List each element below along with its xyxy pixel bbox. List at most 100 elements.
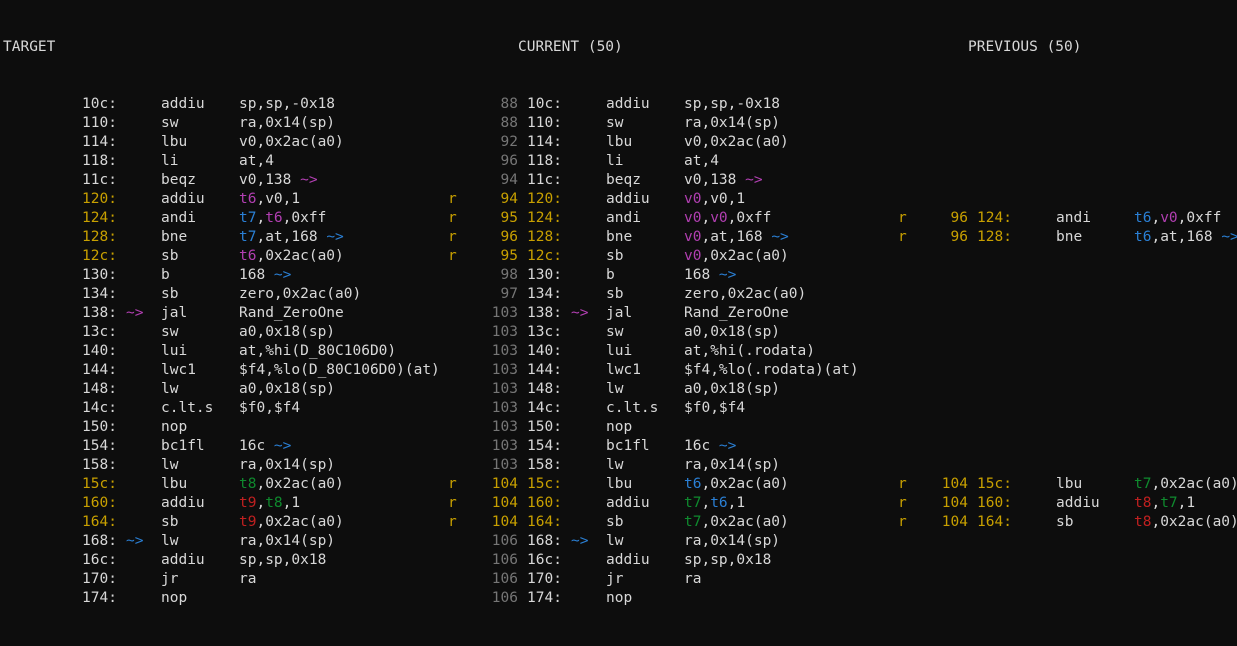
instruction-row[interactable]: 103 13c: sw a0,0x18(sp) [448, 323, 898, 342]
instruction-row-empty[interactable] [898, 285, 1237, 304]
instruction-row[interactable]: 164: sb t9,0x2ac(a0) [3, 513, 443, 532]
operand-token: ,0xff [1177, 210, 1222, 226]
row-operands: 16c ~> [684, 437, 736, 456]
instruction-row[interactable]: 106 170: jr ra [448, 570, 898, 589]
instruction-row[interactable]: r 104 160: addiu t7,t6,1 [448, 494, 898, 513]
instruction-row[interactable]: r 96 128: bne t6,at,168 ~> [898, 228, 1237, 247]
instruction-row-empty[interactable] [898, 95, 1237, 114]
instruction-row[interactable]: r 104 15c: lbu t6,0x2ac(a0) [448, 475, 898, 494]
instruction-row[interactable]: r 96 124: andi t6,v0,0xff [898, 209, 1237, 228]
instruction-row[interactable]: 120: addiu t6,v0,1 [3, 190, 443, 209]
instruction-row[interactable]: 94 11c: beqz v0,138 ~> [448, 171, 898, 190]
instruction-row[interactable]: 103 150: nop [448, 418, 898, 437]
instruction-row-empty[interactable] [898, 152, 1237, 171]
instruction-row-empty[interactable] [898, 266, 1237, 285]
instruction-row[interactable]: r 95 124: andi v0,v0,0xff [448, 209, 898, 228]
instruction-row[interactable]: 103 154: bc1fl 16c ~> [448, 437, 898, 456]
instruction-row[interactable]: 174: nop [3, 589, 443, 608]
instruction-row[interactable]: 13c: sw a0,0x18(sp) [3, 323, 443, 342]
instruction-row[interactable]: 106 174: nop [448, 589, 898, 608]
row-gap [73, 247, 82, 266]
instruction-row-empty[interactable] [898, 437, 1237, 456]
instruction-row-empty[interactable] [898, 323, 1237, 342]
row-gap [518, 190, 527, 209]
instruction-row-empty[interactable] [898, 456, 1237, 475]
instruction-row[interactable]: 144: lwc1 $f4,%lo(D_80C106D0)(at) [3, 361, 443, 380]
instruction-row[interactable]: 16c: addiu sp,sp,0x18 [3, 551, 443, 570]
instruction-row[interactable]: 170: jr ra [3, 570, 443, 589]
instruction-row[interactable]: 160: addiu t9,t8,1 [3, 494, 443, 513]
row-score: 94 [500, 191, 518, 207]
instruction-row[interactable]: r 94 120: addiu v0,v0,1 [448, 190, 898, 209]
instruction-row[interactable]: 118: li at,4 [3, 152, 443, 171]
instruction-row-empty[interactable] [898, 399, 1237, 418]
row-address: 15c: [977, 476, 1012, 492]
row-operands: v0,138 ~> [239, 171, 318, 190]
instruction-row[interactable]: 103 138: ~> jal Rand_ZeroOne [448, 304, 898, 323]
instruction-row[interactable]: 10c: addiu sp,sp,-0x18 [3, 95, 443, 114]
row-flag [3, 171, 29, 190]
row-address: 124: [977, 210, 1012, 226]
instruction-row[interactable]: 88 110: sw ra,0x14(sp) [448, 114, 898, 133]
row-address: 164: [977, 514, 1012, 530]
instruction-row[interactable]: 88 10c: addiu sp,sp,-0x18 [448, 95, 898, 114]
instruction-row-empty[interactable] [898, 361, 1237, 380]
instruction-row[interactable]: 15c: lbu t8,0x2ac(a0) [3, 475, 443, 494]
instruction-row[interactable]: 168: ~> lw ra,0x14(sp) [3, 532, 443, 551]
row-address: 12c: [527, 248, 562, 264]
instruction-row[interactable]: 110: sw ra,0x14(sp) [3, 114, 443, 133]
instruction-row[interactable]: 154: bc1fl 16c ~> [3, 437, 443, 456]
instruction-row-empty[interactable] [898, 418, 1237, 437]
instruction-row[interactable]: 103 140: lui at,%hi(.rodata) [448, 342, 898, 361]
instruction-row[interactable]: 11c: beqz v0,138 ~> [3, 171, 443, 190]
instruction-row-empty[interactable] [898, 247, 1237, 266]
instruction-row[interactable]: 124: andi t7,t6,0xff [3, 209, 443, 228]
instruction-row[interactable]: r 104 164: sb t8,0x2ac(a0) [898, 513, 1237, 532]
instruction-row-empty[interactable] [898, 551, 1237, 570]
instruction-row[interactable]: 106 168: ~> lw ra,0x14(sp) [448, 532, 898, 551]
instruction-row[interactable]: 103 148: lw a0,0x18(sp) [448, 380, 898, 399]
instruction-row[interactable]: 148: lw a0,0x18(sp) [3, 380, 443, 399]
instruction-row[interactable]: 98 130: b 168 ~> [448, 266, 898, 285]
instruction-row[interactable]: 138: ~> jal Rand_ZeroOne [3, 304, 443, 323]
instruction-row[interactable]: 103 158: lw ra,0x14(sp) [448, 456, 898, 475]
instruction-row[interactable]: 12c: sb t6,0x2ac(a0) [3, 247, 443, 266]
operand-token: t8 [239, 476, 257, 492]
instruction-row-empty[interactable] [898, 342, 1237, 361]
instruction-row-empty[interactable] [898, 304, 1237, 323]
instruction-row[interactable]: r 104 15c: lbu t7,0x2ac(a0) [898, 475, 1237, 494]
row-flag [448, 304, 474, 323]
row-gap [73, 475, 82, 494]
instruction-row-empty[interactable] [898, 532, 1237, 551]
operand-token: t6 [710, 495, 728, 511]
instruction-row[interactable]: 150: nop [3, 418, 443, 437]
instruction-row-empty[interactable] [898, 114, 1237, 133]
instruction-row[interactable]: 130: b 168 ~> [3, 266, 443, 285]
instruction-row-empty[interactable] [898, 133, 1237, 152]
instruction-row[interactable]: 92 114: lbu v0,0x2ac(a0) [448, 133, 898, 152]
row-gap [518, 247, 527, 266]
instruction-row-empty[interactable] [898, 589, 1237, 608]
instruction-row[interactable]: 96 118: li at,4 [448, 152, 898, 171]
instruction-row[interactable]: 14c: c.lt.s $f0,$f4 [3, 399, 443, 418]
row-flag: r [898, 495, 907, 511]
instruction-row[interactable]: 114: lbu v0,0x2ac(a0) [3, 133, 443, 152]
instruction-row[interactable]: 97 134: sb zero,0x2ac(a0) [448, 285, 898, 304]
instruction-row[interactable]: 158: lw ra,0x14(sp) [3, 456, 443, 475]
instruction-row[interactable]: r 104 160: addiu t8,t7,1 [898, 494, 1237, 513]
instruction-row-empty[interactable] [898, 380, 1237, 399]
row-mnemonic: addiu [606, 96, 650, 112]
instruction-row-empty[interactable] [898, 171, 1237, 190]
instruction-row[interactable]: r 96 128: bne v0,at,168 ~> [448, 228, 898, 247]
instruction-row-empty[interactable] [898, 190, 1237, 209]
instruction-row-empty[interactable] [898, 570, 1237, 589]
instruction-row[interactable]: 128: bne t7,at,168 ~> [3, 228, 443, 247]
instruction-row[interactable]: 103 144: lwc1 $f4,%lo(.rodata)(at) [448, 361, 898, 380]
instruction-row[interactable]: r 104 164: sb t7,0x2ac(a0) [448, 513, 898, 532]
instruction-row[interactable]: 140: lui at,%hi(D_80C106D0) [3, 342, 443, 361]
instruction-row[interactable]: 103 14c: c.lt.s $f0,$f4 [448, 399, 898, 418]
instruction-row[interactable]: 134: sb zero,0x2ac(a0) [3, 285, 443, 304]
instruction-row[interactable]: r 95 12c: sb v0,0x2ac(a0) [448, 247, 898, 266]
row-gap [73, 114, 82, 133]
instruction-row[interactable]: 106 16c: addiu sp,sp,0x18 [448, 551, 898, 570]
